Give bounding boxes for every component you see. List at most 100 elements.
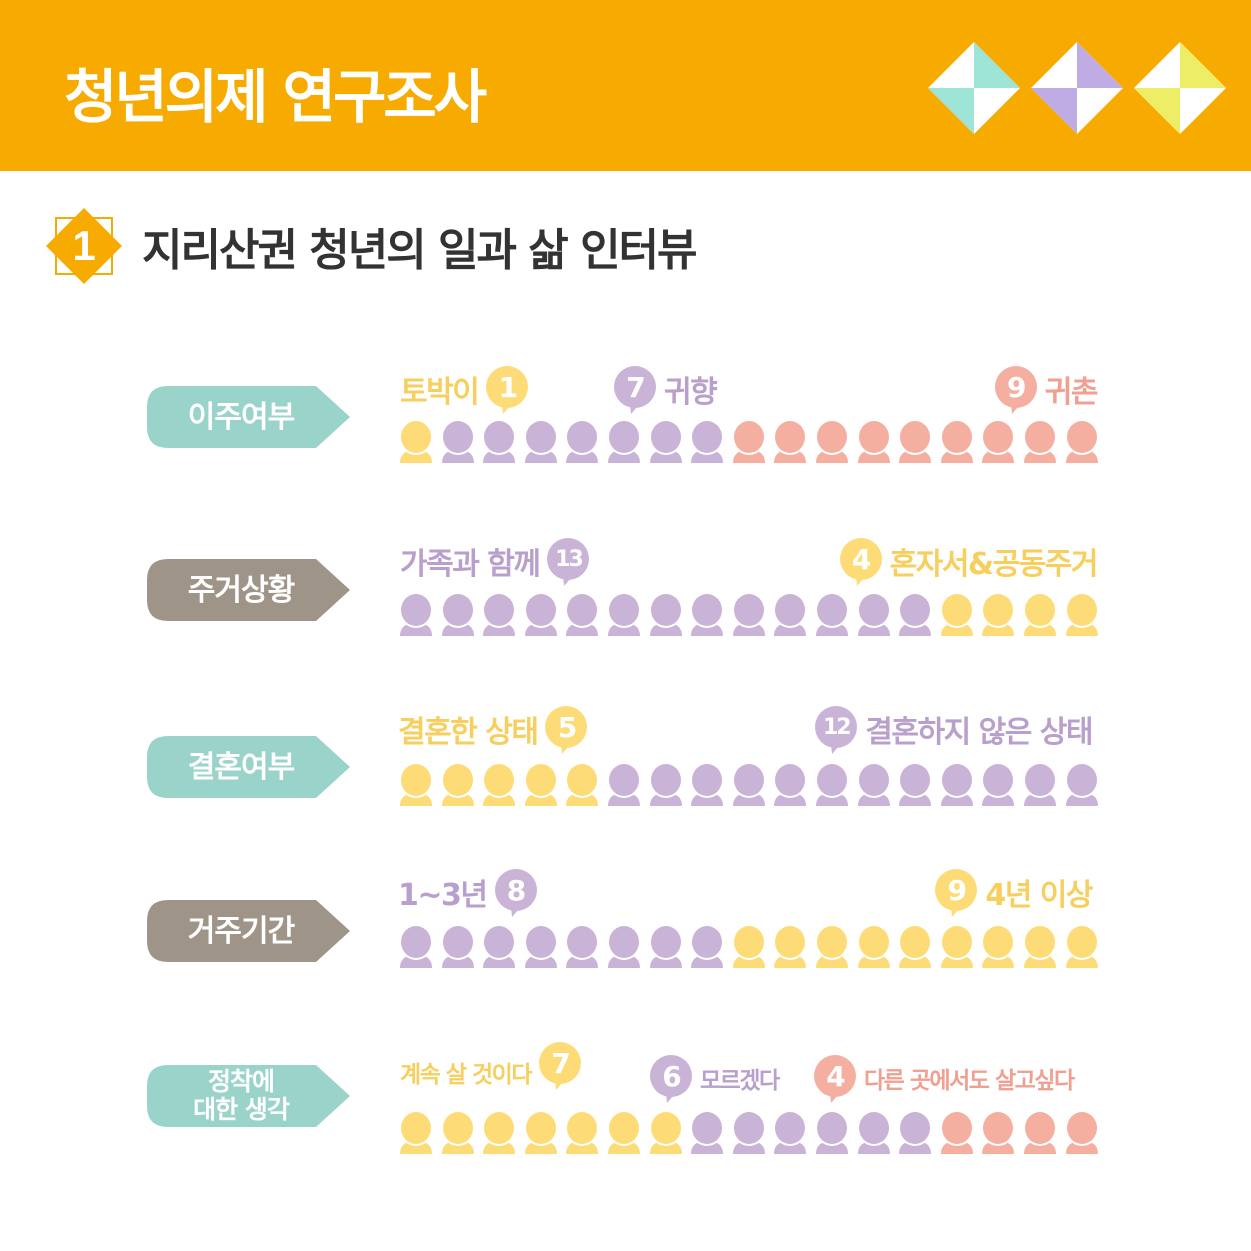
count-value: 7 bbox=[626, 370, 645, 404]
diamond-icon bbox=[1134, 42, 1226, 134]
segment-name: 가족과 함께 bbox=[400, 547, 541, 582]
count-value: 6 bbox=[662, 1059, 681, 1093]
person-icons-row bbox=[397, 763, 1117, 807]
person-icons-row bbox=[397, 420, 1117, 464]
row-label: 정착에 대한 생각 bbox=[193, 1067, 290, 1124]
count-value: 13 bbox=[555, 546, 584, 572]
count-bubble: 13 bbox=[547, 538, 590, 586]
person-icon bbox=[1023, 763, 1057, 806]
segment-name: 혼자서&공동주거 bbox=[889, 547, 1099, 582]
person-icon bbox=[690, 763, 725, 806]
segment-label: 4 다른 곳에서도 살고싶다 bbox=[814, 1055, 1075, 1103]
person-icon bbox=[731, 420, 766, 463]
diamond-icon bbox=[1031, 42, 1123, 134]
row-label-tag: 거주기간 bbox=[146, 899, 352, 963]
person-icons-row bbox=[397, 593, 1117, 637]
segment-name: 결혼한 상태 bbox=[398, 715, 539, 750]
person-icon bbox=[898, 593, 933, 636]
person-icon bbox=[399, 1111, 433, 1154]
diamond-icon bbox=[928, 42, 1020, 134]
person-icon bbox=[1064, 763, 1099, 806]
person-icon bbox=[856, 1111, 891, 1154]
person-icon bbox=[399, 593, 433, 636]
person-icon bbox=[607, 593, 641, 636]
count-bubble: 7 bbox=[538, 1042, 581, 1090]
person-icon bbox=[773, 763, 808, 806]
section-number: 1 bbox=[72, 222, 95, 269]
person-icon bbox=[898, 420, 933, 463]
person-icon bbox=[1064, 1111, 1099, 1154]
person-icon bbox=[856, 925, 891, 968]
row-label: 거주기간 bbox=[187, 913, 295, 949]
count-value: 9 bbox=[1007, 370, 1026, 404]
person-icon bbox=[440, 925, 475, 968]
person-icon bbox=[648, 593, 683, 636]
person-icon bbox=[565, 925, 600, 968]
person-icon bbox=[939, 763, 974, 806]
person-icon bbox=[939, 1111, 974, 1154]
person-icon bbox=[815, 1111, 849, 1154]
person-icon bbox=[731, 925, 766, 968]
person-icon bbox=[399, 420, 433, 463]
segment-name: 귀촌 bbox=[1044, 375, 1099, 410]
person-icon bbox=[523, 420, 558, 463]
count-bubble: 7 bbox=[614, 366, 656, 414]
header-banner: 청년의제 연구조사 bbox=[0, 0, 1251, 171]
person-icon bbox=[607, 925, 641, 968]
count-bubble: 9 bbox=[994, 366, 1037, 414]
person-icon bbox=[856, 420, 891, 463]
segment-name: 귀향 bbox=[664, 375, 718, 410]
section-number-badge-icon: 1 bbox=[46, 208, 122, 284]
person-icon bbox=[440, 420, 475, 463]
person-icon bbox=[440, 593, 475, 636]
person-icon bbox=[440, 763, 475, 806]
segment-label: 가족과 함께 13 bbox=[400, 538, 590, 586]
segment-name: 4년 이상 bbox=[985, 878, 1093, 913]
person-icon bbox=[856, 593, 891, 636]
person-icon bbox=[1023, 593, 1057, 636]
person-icon bbox=[898, 925, 933, 968]
count-value: 12 bbox=[822, 714, 852, 740]
person-icon bbox=[607, 763, 641, 806]
count-bubble: 6 bbox=[650, 1055, 692, 1103]
person-icon bbox=[399, 925, 433, 968]
segment-label: 4 혼자서&공동주거 bbox=[839, 538, 1099, 586]
section-title: 지리산권 청년의 일과 삶 인터뷰 bbox=[142, 225, 698, 276]
count-value: 1 bbox=[498, 370, 518, 404]
person-icon bbox=[648, 1111, 683, 1154]
segment-name: 모르겠다 bbox=[700, 1068, 780, 1094]
person-icon bbox=[565, 763, 600, 806]
person-icon bbox=[523, 593, 558, 636]
segment-name: 1~3년 bbox=[398, 878, 488, 913]
person-icon bbox=[731, 763, 766, 806]
person-icon bbox=[565, 420, 600, 463]
person-icon bbox=[482, 763, 517, 806]
person-icon bbox=[731, 593, 766, 636]
person-icon bbox=[1064, 420, 1099, 463]
person-icon bbox=[856, 763, 891, 806]
person-icon bbox=[981, 593, 1016, 636]
segment-label: 6 모르겠다 bbox=[650, 1055, 780, 1103]
count-value: 7 bbox=[551, 1046, 570, 1080]
person-icon bbox=[773, 420, 808, 463]
person-icon bbox=[399, 763, 433, 806]
segment-label: 12 결혼하지 않은 상태 bbox=[815, 706, 1093, 754]
person-icon bbox=[482, 593, 517, 636]
person-icon bbox=[898, 1111, 933, 1154]
person-icon bbox=[648, 763, 683, 806]
count-bubble: 12 bbox=[815, 706, 858, 754]
person-icon bbox=[648, 925, 683, 968]
segment-label: 9 귀촌 bbox=[994, 366, 1099, 414]
count-bubble: 9 bbox=[935, 869, 978, 917]
row-label-tag: 정착에 대한 생각 bbox=[146, 1064, 352, 1128]
segment-name: 다른 곳에서도 살고싶다 bbox=[864, 1068, 1075, 1094]
person-icon bbox=[939, 593, 974, 636]
person-icon bbox=[1064, 925, 1099, 968]
row-label: 이주여부 bbox=[187, 399, 295, 435]
count-bubble: 8 bbox=[494, 869, 537, 917]
count-value: 9 bbox=[947, 873, 967, 907]
person-icon bbox=[898, 763, 933, 806]
person-icon bbox=[981, 763, 1016, 806]
person-icon bbox=[773, 925, 808, 968]
person-icon bbox=[565, 593, 600, 636]
